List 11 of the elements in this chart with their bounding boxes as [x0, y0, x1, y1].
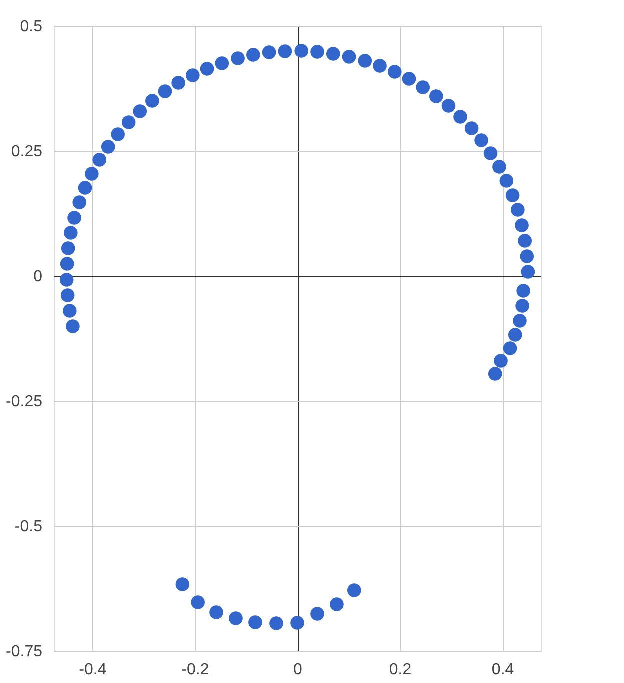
- y-tick-label: -0.75: [6, 644, 43, 660]
- x-tick-label: 0.2: [389, 662, 412, 678]
- y-tick-label: 0.5: [20, 18, 43, 36]
- x-tick-label: 0: [294, 662, 303, 678]
- x-tick-label: 0.4: [492, 662, 514, 678]
- y-tick-label: 0.25: [11, 144, 43, 160]
- y-tick-label: 0: [34, 268, 43, 286]
- y-tick-label: -0.25: [6, 394, 43, 410]
- x-tick-label: -0.4: [79, 662, 107, 678]
- x-tick-label: -0.2: [182, 662, 210, 678]
- y-tick-label: -0.5: [14, 518, 43, 536]
